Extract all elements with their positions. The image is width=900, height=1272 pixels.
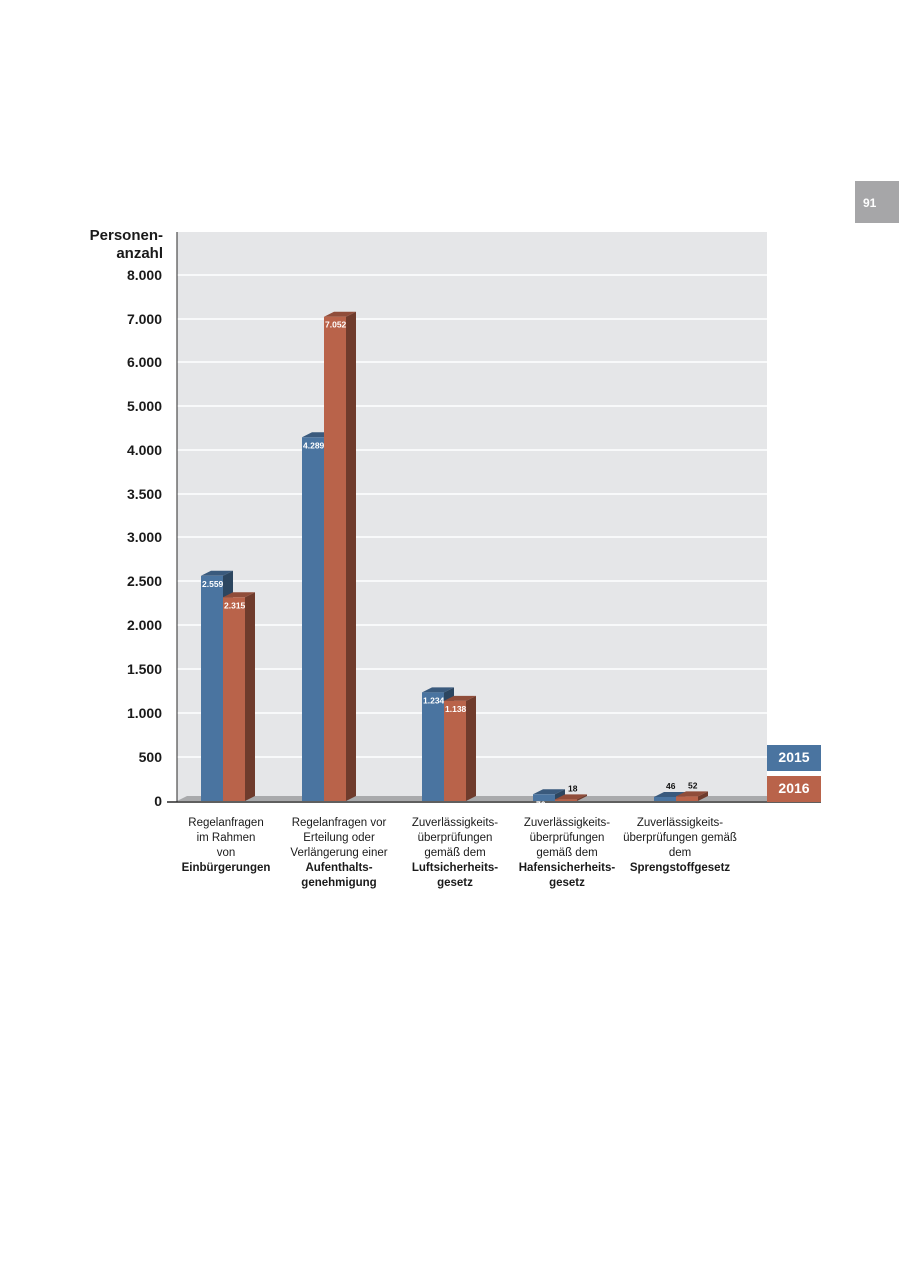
bar-2016-2: 1.138: [444, 695, 476, 801]
category-label-line: Aufenthalts-: [305, 862, 372, 874]
y-tick-label: 1.500: [127, 661, 162, 677]
page-number: 91: [863, 196, 877, 210]
bar-front: [422, 692, 444, 801]
y-tick-label: 2.500: [127, 573, 162, 589]
category-label-line: Verlängerung einer: [290, 847, 387, 859]
bar-side: [346, 311, 356, 801]
bar-value-label: 2.559: [202, 579, 224, 589]
bar-top: [324, 311, 356, 317]
category-label-line: von: [217, 847, 236, 859]
category-label-line: Einbürgerungen: [182, 862, 271, 874]
bar-value-label: 7.052: [325, 320, 347, 330]
category-label-line: gemäß dem: [424, 847, 485, 859]
bar-side: [466, 695, 476, 801]
y-tick-label: 2.000: [127, 617, 162, 633]
category-label-4: Zuverlässigkeits-überprüfungen gemäß dem S…: [623, 817, 737, 874]
legend-item-2016: 2016: [767, 776, 821, 802]
bar-value-label: 18: [568, 783, 578, 793]
category-label-line: Hafensicherheits-: [519, 862, 616, 874]
bar-value-label: 2.315: [224, 600, 246, 610]
category-label-line: Zuverlässigkeits-: [637, 817, 723, 829]
category-label-line: gesetz: [549, 877, 585, 889]
category-label-0: Regelanfragen im Rahmen von Einbürgerungen: [182, 817, 271, 874]
y-tick-label: 500: [139, 749, 163, 765]
bar-front: [302, 437, 324, 801]
category-label-line: dem: [669, 847, 691, 859]
bars: 2.559 4.289 1.234 76 46 2.315 7.052 1.138 18 52: [201, 311, 708, 809]
y-axis-title-line: anzahl: [116, 245, 163, 262]
bar-2016-1: 7.052: [324, 311, 356, 801]
legend-swatch: [767, 776, 821, 802]
bar-2016-3: 18: [555, 783, 587, 801]
bar-value-label: 52: [688, 780, 698, 790]
bar-front: [324, 316, 346, 801]
y-tick-label: 3.500: [127, 486, 162, 502]
y-tick-label: 1.000: [127, 705, 162, 721]
y-tick-label: 7.000: [127, 311, 162, 327]
bar-top: [223, 592, 255, 598]
chart-floor: [177, 796, 821, 801]
category-label-line: Zuverlässigkeits-: [524, 817, 610, 829]
bar-value-label: 1.138: [445, 704, 467, 714]
legend-label: 2015: [778, 749, 809, 765]
y-tick-label: 3.000: [127, 529, 162, 545]
bar-2016-4: 52: [676, 780, 708, 801]
bar-side: [555, 789, 565, 801]
bar-front: [654, 796, 676, 801]
category-label-line: gesetz: [437, 877, 473, 889]
category-label-line: Sprengstoffgesetz: [630, 862, 731, 874]
bar-value-label: 1.234: [423, 695, 445, 705]
y-tick-label: 0: [154, 793, 162, 809]
category-label-line: genehmigung: [301, 877, 376, 889]
category-label-line: Luftsicherheits-: [412, 862, 498, 874]
bar-2015-3: 76: [533, 789, 565, 809]
bar-side: [698, 791, 708, 801]
bar-top: [533, 789, 565, 795]
bar-front: [201, 575, 223, 801]
bar-top: [555, 794, 587, 800]
category-label-line: Regelanfragen: [188, 817, 263, 829]
bar-front: [676, 796, 698, 801]
bar-side: [577, 794, 587, 801]
category-label-line: Zuverlässigkeits-: [412, 817, 498, 829]
bar-top: [201, 570, 233, 576]
bar-value-label: 76: [536, 799, 546, 809]
bar-front: [555, 799, 577, 801]
category-label-line: Erteilung oder: [303, 832, 375, 844]
y-axis-label: Personen-anzahl: [90, 227, 163, 262]
y-tick-label: 5.000: [127, 398, 162, 414]
bar-front: [533, 794, 555, 801]
category-label-1: Regelanfragen vor Erteilung oder Verlänger…: [290, 817, 387, 889]
bar-front: [223, 597, 245, 801]
category-label-3: Zuverlässigkeits-überprüfungen gemäß dem H…: [519, 817, 616, 889]
y-axis-ticks: 0 500 1.000 1.500 2.000 2.500 3.000 3.500 4.000 5…: [127, 267, 162, 809]
category-label-line: überprüfungen: [530, 832, 605, 844]
category-label-line: im Rahmen: [197, 832, 256, 844]
y-axis-title-line: Personen-: [90, 227, 163, 244]
legend-label: 2016: [778, 780, 809, 796]
bar-front: [444, 700, 466, 801]
y-tick-label: 4.000: [127, 442, 162, 458]
bar-top: [676, 791, 708, 797]
legend-item-2015: 2015: [767, 745, 821, 771]
category-label-line: überprüfungen: [418, 832, 493, 844]
category-label-2: Zuverlässigkeits-überprüfungen gemäß dem L…: [412, 817, 498, 889]
category-label-line: gemäß dem: [536, 847, 597, 859]
legend: 2015 2016: [767, 745, 821, 802]
bar-top: [422, 687, 454, 693]
bar-side: [245, 592, 255, 801]
y-tick-label: 8.000: [127, 267, 162, 283]
bar-2016-0: 2.315: [223, 592, 255, 801]
y-tick-label: 6.000: [127, 354, 162, 370]
bar-top: [444, 695, 476, 701]
legend-swatch: [767, 745, 821, 771]
plot-area: [167, 232, 821, 803]
category-label-line: überprüfungen gemäß: [623, 832, 737, 844]
bar-value-label: 46: [666, 781, 676, 791]
category-label-line: Regelanfragen vor: [292, 817, 387, 829]
bar-value-label: 4.289: [303, 440, 325, 450]
page-number-badge: 91: [855, 181, 899, 223]
